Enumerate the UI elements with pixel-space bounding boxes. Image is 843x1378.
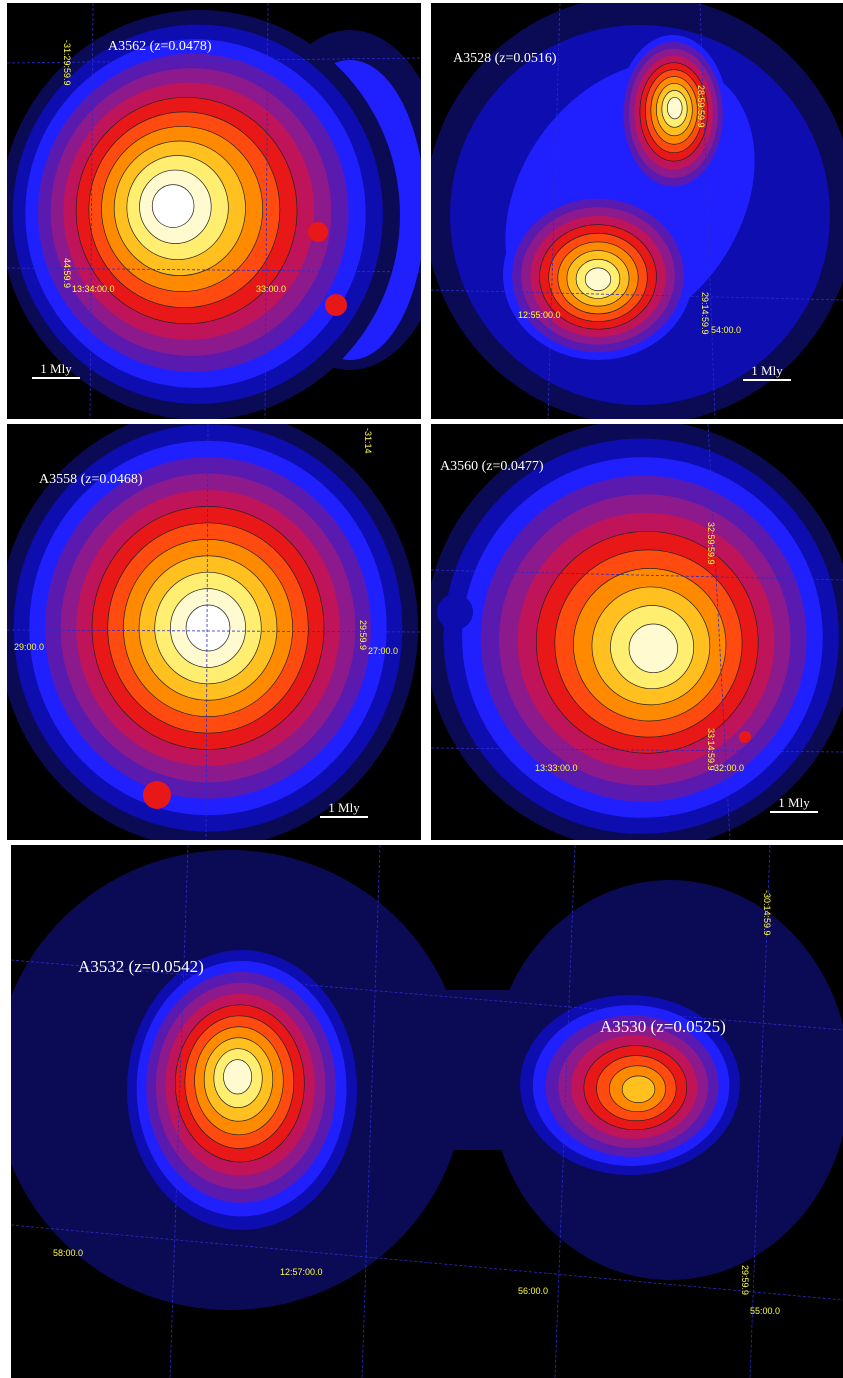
cluster-label: A3528 (z=0.0516)	[453, 51, 557, 66]
coordinate-label: 13:34:00.0	[72, 284, 115, 294]
cluster-label: A3530 (z=0.0525)	[600, 1017, 726, 1036]
scale-label: 1 Mly	[751, 363, 783, 378]
scale-label: 1 Mly	[40, 361, 72, 376]
emission-level	[667, 97, 682, 119]
emission-level	[223, 1060, 251, 1094]
coordinate-label: 12:55:00.0	[518, 310, 561, 320]
coordinate-label: 55:00.0	[750, 1306, 780, 1316]
emission-level	[622, 1076, 655, 1103]
coordinate-label: 29:59.9	[740, 1265, 750, 1295]
cluster-label: A3560 (z=0.0477)	[440, 459, 544, 474]
coordinate-label: 33:00.0	[256, 284, 286, 294]
coordinate-label: 27:00.0	[368, 646, 398, 656]
scale-label: 1 Mly	[778, 795, 810, 810]
emission-level	[437, 594, 473, 630]
cluster-label: A3558 (z=0.0468)	[39, 472, 143, 487]
coordinate-label: 32:59:59.9	[706, 522, 716, 565]
coordinate-label: -31:14	[363, 428, 373, 454]
coordinate-label: 28:59:59.9	[696, 85, 706, 128]
cluster-label: A3532 (z=0.0542)	[78, 957, 204, 976]
coordinate-label: 29:59.9	[358, 620, 368, 650]
coordinate-label: 54:00.0	[711, 325, 741, 335]
coordinate-label: 13:33:00.0	[535, 763, 578, 773]
coordinate-label: 44:59.9	[62, 258, 72, 288]
coordinate-label: 32:00.0	[714, 763, 744, 773]
panel-image	[425, 420, 843, 850]
emission-level	[325, 294, 347, 316]
emission-level	[739, 731, 751, 743]
scale-label: 1 Mly	[328, 800, 360, 815]
emission-level	[585, 268, 611, 291]
figure: A3562 (z=0.0478) A3528 (z=0.0516) A3558 (z…	[0, 0, 843, 1378]
emission-level	[308, 222, 328, 242]
emission-level	[186, 605, 230, 651]
emission-level	[629, 624, 678, 673]
coordinate-label: 29:00.0	[14, 642, 44, 652]
coordinate-label: 58:00.0	[53, 1248, 83, 1258]
coordinate-label: -30:14:59.9	[762, 890, 772, 936]
coordinate-label: 29:14:59.9	[700, 292, 710, 335]
emission-level	[143, 781, 171, 809]
emission-level	[152, 185, 194, 228]
cluster-label: A3562 (z=0.0478)	[108, 39, 212, 54]
coordinate-label: 12:57:00.0	[280, 1267, 323, 1277]
coordinate-label: 56:00.0	[518, 1286, 548, 1296]
coordinate-label: -31:29:59.9	[62, 40, 72, 86]
